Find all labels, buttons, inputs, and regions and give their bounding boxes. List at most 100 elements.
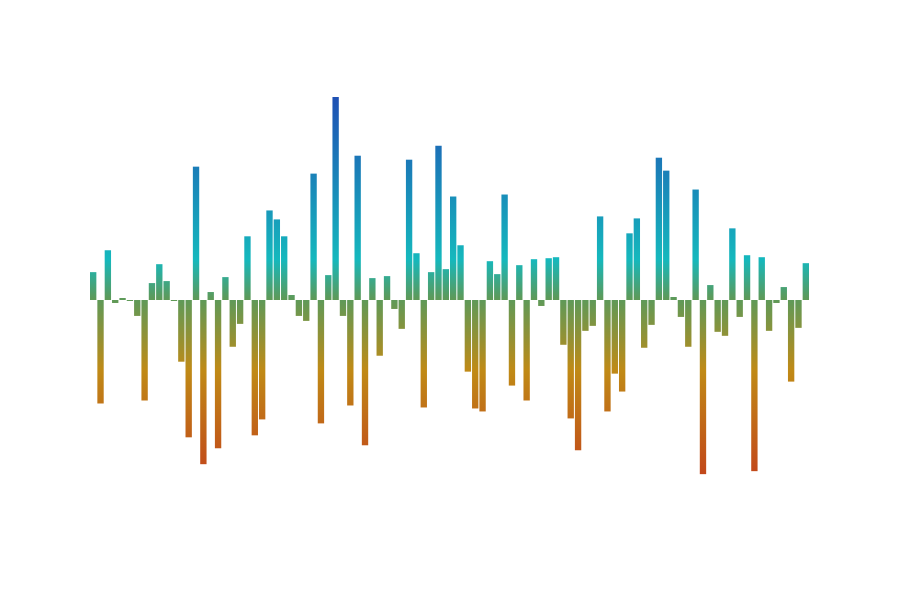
bar bbox=[530, 259, 538, 300]
bar bbox=[758, 257, 765, 300]
bar bbox=[494, 274, 501, 300]
bar bbox=[567, 300, 574, 419]
bar bbox=[134, 300, 141, 316]
bar bbox=[618, 300, 626, 392]
bar bbox=[236, 300, 244, 324]
bar bbox=[538, 300, 545, 306]
bar bbox=[310, 173, 317, 300]
bar bbox=[589, 300, 596, 326]
bar bbox=[420, 300, 427, 408]
bar bbox=[736, 300, 743, 317]
bar bbox=[148, 283, 156, 300]
bar bbox=[442, 269, 449, 300]
bar bbox=[457, 245, 464, 300]
bar bbox=[523, 300, 530, 401]
bar bbox=[332, 97, 339, 300]
bar bbox=[354, 155, 361, 300]
bar bbox=[185, 300, 192, 438]
bar bbox=[450, 196, 457, 300]
bar bbox=[552, 257, 560, 300]
bar bbox=[560, 300, 567, 345]
bar bbox=[192, 166, 200, 300]
bar bbox=[751, 300, 758, 472]
bar bbox=[729, 228, 736, 300]
bar bbox=[325, 275, 332, 300]
bar bbox=[626, 233, 633, 300]
bar bbox=[641, 300, 648, 348]
bar bbox=[303, 300, 310, 321]
bar bbox=[464, 300, 472, 372]
bar bbox=[648, 300, 655, 325]
bar bbox=[339, 300, 347, 316]
bar-series bbox=[90, 97, 809, 475]
bar bbox=[119, 298, 126, 300]
bar bbox=[435, 145, 442, 300]
bar bbox=[472, 300, 479, 409]
bar bbox=[699, 300, 707, 475]
bar bbox=[574, 300, 582, 451]
bar bbox=[405, 159, 413, 300]
bar bbox=[692, 189, 699, 300]
bar bbox=[281, 236, 288, 300]
bar bbox=[707, 285, 714, 300]
bar bbox=[685, 300, 692, 347]
bar bbox=[141, 300, 148, 401]
bar bbox=[795, 300, 802, 328]
bar bbox=[611, 300, 618, 374]
bar bbox=[501, 194, 508, 300]
bar bbox=[258, 300, 266, 420]
bar bbox=[391, 300, 398, 309]
bar bbox=[508, 300, 516, 386]
bar bbox=[743, 255, 751, 300]
bar bbox=[479, 300, 486, 412]
bar bbox=[486, 261, 494, 300]
bar bbox=[780, 287, 787, 300]
bar bbox=[787, 300, 795, 382]
bar bbox=[596, 216, 604, 300]
bar bbox=[655, 157, 663, 300]
bar bbox=[398, 300, 405, 329]
bar bbox=[112, 300, 119, 303]
bar bbox=[383, 276, 391, 300]
bar bbox=[765, 300, 773, 331]
bar bbox=[376, 300, 383, 356]
bar bbox=[369, 278, 376, 300]
bar bbox=[347, 300, 354, 406]
bar bbox=[721, 300, 729, 336]
bar bbox=[207, 292, 214, 300]
bar bbox=[104, 250, 112, 300]
bar bbox=[677, 300, 685, 317]
bar bbox=[222, 277, 229, 300]
bar bbox=[714, 300, 721, 332]
bar bbox=[200, 300, 207, 465]
bar bbox=[156, 264, 163, 300]
bar bbox=[427, 272, 435, 300]
bar bbox=[545, 258, 552, 300]
bar bbox=[802, 263, 809, 300]
bar bbox=[295, 300, 303, 316]
bar bbox=[361, 300, 369, 446]
bar bbox=[214, 300, 222, 449]
bar bbox=[516, 265, 523, 300]
bar bbox=[273, 219, 281, 300]
bar bbox=[170, 300, 178, 301]
bar bbox=[670, 297, 677, 300]
bar bbox=[251, 300, 258, 436]
bar bbox=[773, 300, 780, 303]
bar bbox=[413, 253, 420, 300]
bar bbox=[97, 300, 104, 404]
bar bbox=[178, 300, 185, 362]
bar bbox=[604, 300, 611, 412]
bar bbox=[317, 300, 325, 424]
bar bbox=[582, 300, 589, 331]
bar bbox=[663, 170, 670, 300]
bar bbox=[244, 236, 251, 300]
bar bbox=[163, 281, 170, 300]
bar bbox=[90, 272, 97, 300]
bar bbox=[633, 218, 641, 300]
bar bbox=[229, 300, 236, 347]
bar bbox=[266, 210, 273, 300]
bar bbox=[288, 295, 295, 300]
